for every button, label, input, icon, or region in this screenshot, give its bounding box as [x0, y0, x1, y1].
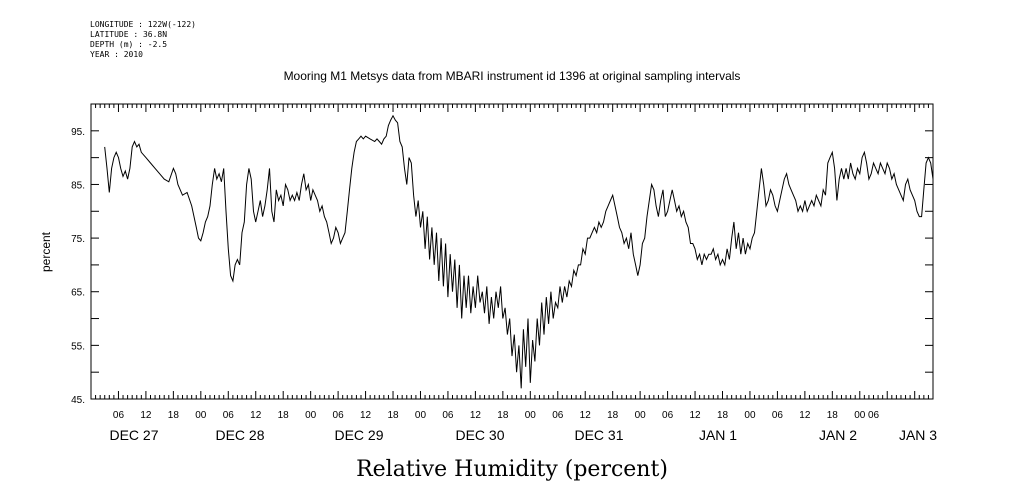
x-tick-labels: 06 12 18 00 06 12 18 00 06 12 18 00 06 12 18 00 06 12 18 00… [113, 410, 880, 421]
x-tick-label: 00 [305, 410, 317, 421]
x-tick-label: 06 [868, 410, 880, 421]
x-tick-label: 00 [635, 410, 647, 421]
y-tick-label: 45. [71, 395, 85, 406]
x-day-label: DEC 31 [574, 427, 623, 443]
x-tick-label: 00 [195, 410, 207, 421]
x-tick-label: 12 [360, 410, 372, 421]
x-day-label: DEC 29 [334, 427, 383, 443]
y-tick-labels: 95. 85. 75. 65. 55. 45. [71, 127, 85, 406]
x-tick-label: 18 [497, 410, 509, 421]
x-tick-label: 06 [333, 410, 345, 421]
x-day-label: JAN 1 [699, 427, 737, 443]
y-tick-label: 55. [71, 341, 85, 352]
x-tick-label: 00 [854, 410, 866, 421]
depth-label: DEPTH (m) : -2.5 [90, 40, 168, 49]
x-tick-label: 06 [552, 410, 564, 421]
x-tick-label: 18 [168, 410, 180, 421]
x-day-labels: DEC 27 DEC 28 DEC 29 DEC 30 DEC 31 JAN 1 JAN 2… [109, 427, 937, 443]
y-tick-label: 75. [71, 234, 85, 245]
x-day-label: JAN 3 [899, 427, 937, 443]
x-tick-label: 18 [607, 410, 619, 421]
x-tick-label: 06 [662, 410, 674, 421]
x-tick-label: 18 [278, 410, 290, 421]
latitude-label: LATITUDE : 36.8N [90, 30, 168, 39]
x-tick-label: 12 [689, 410, 701, 421]
x-tick-label: 00 [525, 410, 537, 421]
x-tick-label: 00 [744, 410, 756, 421]
x-tick-label: 12 [250, 410, 262, 421]
y-tick-label: 85. [71, 180, 85, 191]
metadata-block: LONGITUDE : 122W(-122) LATITUDE : 36.8N … [90, 20, 196, 60]
y-tick-label: 95. [71, 127, 85, 138]
axis-ticks [91, 104, 933, 400]
x-tick-label: 06 [442, 410, 454, 421]
x-day-label: DEC 30 [455, 427, 504, 443]
year-label: YEAR : 2010 [90, 50, 143, 59]
y-tick-label: 65. [71, 288, 85, 299]
chart-title: Mooring M1 Metsys data from MBARI instru… [284, 69, 741, 83]
x-day-label: DEC 27 [109, 427, 158, 443]
x-tick-label: 18 [827, 410, 839, 421]
humidity-series-line [104, 114, 934, 389]
x-tick-label: 00 [415, 410, 427, 421]
x-tick-label: 12 [799, 410, 811, 421]
x-tick-label: 18 [387, 410, 399, 421]
x-tick-label: 12 [580, 410, 592, 421]
x-tick-label: 06 [113, 410, 125, 421]
x-day-label: DEC 28 [215, 427, 264, 443]
longitude-label: LONGITUDE : 122W(-122) [90, 20, 196, 29]
y-axis-label: percent [39, 231, 53, 272]
x-tick-label: 06 [772, 410, 784, 421]
x-tick-label: 06 [223, 410, 235, 421]
x-day-label: JAN 2 [819, 427, 857, 443]
x-tick-label: 12 [140, 410, 152, 421]
x-tick-label: 18 [717, 410, 729, 421]
x-axis-label: Relative Humidity (percent) [356, 457, 668, 482]
x-tick-label: 12 [470, 410, 482, 421]
